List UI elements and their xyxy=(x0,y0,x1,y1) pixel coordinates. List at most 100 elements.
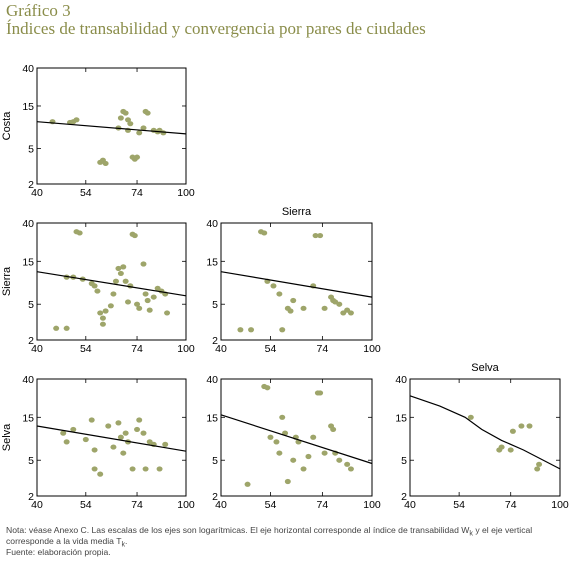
note-line-2-text: corresponde a la vida media T xyxy=(6,536,122,546)
y-tick-label: 15 xyxy=(22,256,34,268)
scatter-panel-3: 40 54 74 100 2 5 15 40 Sierra xyxy=(206,206,381,355)
y-tick-label: 2 xyxy=(28,491,34,503)
y-tick-label: 5 xyxy=(212,299,218,311)
data-point xyxy=(300,305,307,311)
y-tick-label: 15 xyxy=(395,412,407,424)
x-tick-label: 40 xyxy=(215,499,227,511)
data-point xyxy=(110,291,117,297)
y-tick-label: 40 xyxy=(206,218,218,230)
x-tick-label: 74 xyxy=(317,343,329,355)
data-point xyxy=(237,327,244,333)
data-point xyxy=(156,466,163,472)
data-point xyxy=(284,478,291,485)
data-point xyxy=(99,321,106,327)
data-point xyxy=(134,301,141,307)
panel-title: Sierra xyxy=(282,206,312,218)
data-point xyxy=(144,297,151,304)
x-tick-label: 100 xyxy=(177,187,195,199)
data-point xyxy=(91,466,98,472)
data-point xyxy=(102,160,109,167)
x-tick-label: 40 xyxy=(31,343,43,355)
y-tick-label: 5 xyxy=(401,455,407,467)
data-point xyxy=(317,390,324,396)
data-point xyxy=(321,450,328,456)
figure-title: Índices de transabilidad y convergencia … xyxy=(6,19,426,38)
plot-frame xyxy=(220,222,373,341)
note-line-1-text: Nota: véase Anexo C. Las escalas de los … xyxy=(6,525,470,535)
data-point xyxy=(312,232,319,239)
data-point xyxy=(273,439,280,445)
data-point xyxy=(344,461,351,467)
data-point xyxy=(91,447,98,453)
y-tick-label: 40 xyxy=(395,374,407,386)
data-point xyxy=(261,230,268,236)
data-point xyxy=(267,434,274,440)
data-point xyxy=(305,453,312,460)
data-point xyxy=(120,264,127,270)
data-point xyxy=(117,115,124,121)
data-point xyxy=(60,430,67,436)
data-point xyxy=(140,261,147,267)
y-tick-label: 15 xyxy=(206,412,218,424)
x-tick-label: 74 xyxy=(131,187,143,199)
y-tick-label: 15 xyxy=(22,101,34,113)
data-point xyxy=(276,291,283,297)
data-point xyxy=(336,457,343,463)
source-note: Fuente: elaboración propia. xyxy=(6,547,111,557)
y-tick-label: 40 xyxy=(22,218,34,230)
data-point xyxy=(107,303,114,309)
plot-frame xyxy=(36,222,187,341)
x-tick-label: 54 xyxy=(265,499,277,511)
data-point xyxy=(91,283,98,289)
row-label: Costa xyxy=(1,111,13,141)
plot-frame xyxy=(36,67,187,185)
data-point xyxy=(117,270,124,277)
x-tick-label: 74 xyxy=(131,499,143,511)
data-point xyxy=(110,444,117,450)
data-point xyxy=(467,414,474,420)
y-tick-label: 5 xyxy=(28,455,34,467)
row-label: Sierra xyxy=(1,266,13,296)
y-tick-label: 2 xyxy=(28,335,34,347)
data-point xyxy=(134,426,141,433)
data-point xyxy=(115,420,122,426)
data-point xyxy=(347,310,354,316)
note-line-1: Nota: véase Anexo C. Las escalas de los … xyxy=(6,525,532,539)
note-line-2: corresponde a la vida media Tk. xyxy=(6,536,127,550)
data-point xyxy=(120,450,127,456)
x-tick-label: 54 xyxy=(265,343,277,355)
data-point xyxy=(73,117,80,123)
data-point xyxy=(287,308,294,314)
data-point xyxy=(144,110,151,116)
data-point xyxy=(507,447,514,453)
data-point xyxy=(146,307,153,313)
x-tick-label: 100 xyxy=(177,343,195,355)
data-point xyxy=(129,466,136,472)
row-label: Selva xyxy=(1,423,13,451)
data-point xyxy=(122,278,129,284)
data-point xyxy=(136,130,143,136)
data-point xyxy=(526,423,533,429)
x-tick-label: 100 xyxy=(551,499,569,511)
y-tick-label: 2 xyxy=(212,335,218,347)
y-tick-label: 40 xyxy=(206,374,218,386)
y-tick-label: 2 xyxy=(212,491,218,503)
data-point xyxy=(82,436,89,443)
data-point xyxy=(140,430,147,436)
data-point xyxy=(270,283,277,289)
data-point xyxy=(244,481,251,487)
x-tick-label: 74 xyxy=(505,499,517,511)
plot-frame xyxy=(409,378,561,497)
data-point xyxy=(136,305,143,311)
fit-line xyxy=(36,121,187,135)
data-point xyxy=(125,299,132,305)
x-tick-label: 54 xyxy=(80,499,92,511)
data-point xyxy=(509,428,516,434)
data-point xyxy=(140,125,147,131)
data-point xyxy=(131,232,138,239)
fit-line xyxy=(36,271,187,297)
data-point xyxy=(115,265,122,272)
x-tick-label: 54 xyxy=(80,187,92,199)
data-point xyxy=(162,441,169,447)
